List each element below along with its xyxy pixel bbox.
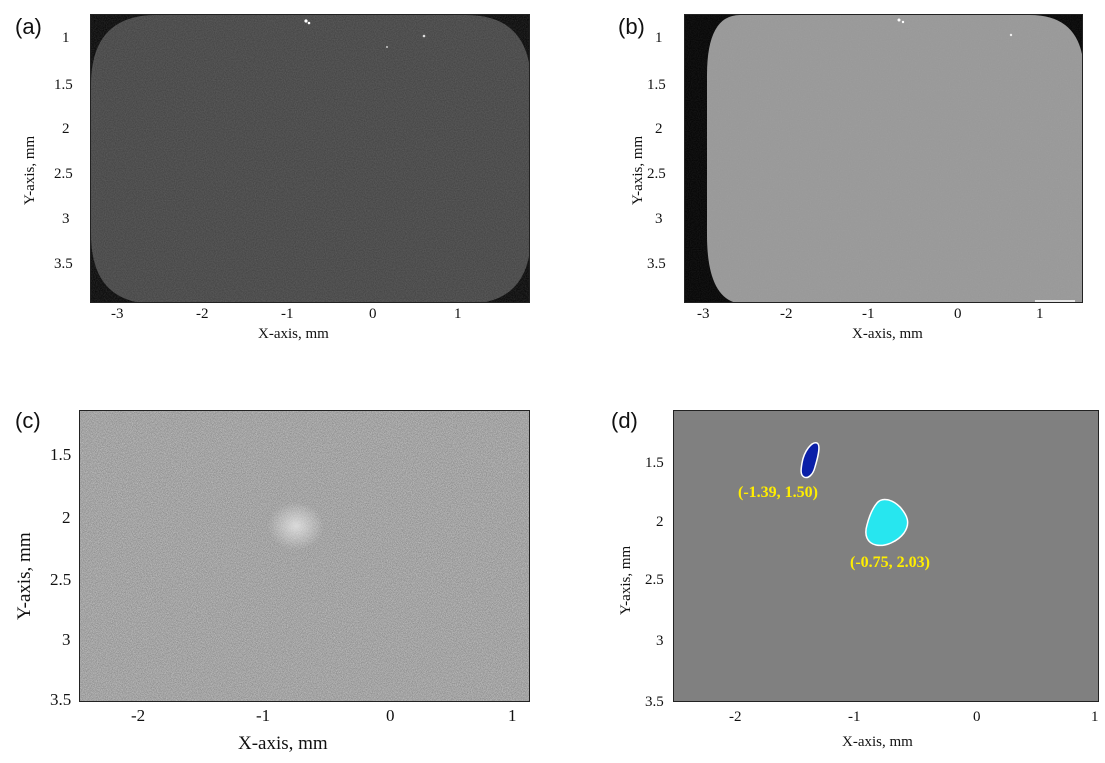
d-ytick: 3	[656, 633, 664, 649]
d-xtick: 0	[973, 709, 981, 725]
blob1-marker	[800, 442, 820, 479]
c-ytick: 3.5	[50, 690, 72, 709]
a-ytick: 1	[62, 30, 70, 46]
a-xtick: -2	[196, 306, 209, 322]
panel-a-heatmap	[91, 15, 529, 302]
b-ytick: 1	[655, 30, 663, 46]
b-xtick: 1	[1036, 306, 1044, 322]
d-xtick: -2	[729, 709, 742, 725]
panel-d-image	[673, 410, 1099, 702]
b-ylabel: Y-axis, mm	[630, 135, 646, 205]
b-ytick: 1.5	[647, 77, 666, 93]
a-xtick: -1	[281, 306, 294, 322]
c-xtick: -2	[131, 706, 146, 725]
d-ytick: 2	[656, 514, 664, 530]
blob2-marker	[865, 498, 909, 547]
c-ytick: 3	[62, 630, 71, 649]
panel-a-image	[90, 14, 530, 303]
d-xtick: 1	[1091, 709, 1099, 725]
c-ylabel: Y-axis, mm	[14, 532, 35, 620]
d-xlabel: X-axis, mm	[842, 734, 913, 750]
a-xtick: 0	[369, 306, 377, 322]
b-ytick: 3	[655, 211, 663, 227]
panel-d-overlay	[800, 442, 909, 547]
d-ytick: 1.5	[645, 455, 664, 471]
panel-c-heatmap	[80, 411, 529, 701]
c-ytick: 2	[62, 508, 71, 527]
a-ytick: 2.5	[54, 166, 73, 182]
c-ytick: 1.5	[50, 445, 72, 464]
panel-c-label: (c)	[15, 408, 41, 433]
c-xtick: -1	[256, 706, 271, 725]
b-xtick: -3	[697, 306, 710, 322]
a-ytick: 3	[62, 211, 70, 227]
blob2-label: (-0.75, 2.03)	[850, 554, 930, 571]
d-ylabel: Y-axis, mm	[618, 545, 634, 615]
a-ytick: 1.5	[54, 77, 73, 93]
a-ytick: 3.5	[54, 256, 73, 272]
a-xlabel: X-axis, mm	[258, 326, 329, 342]
b-ytick: 2	[655, 121, 663, 137]
panel-b-label: (b)	[618, 14, 645, 39]
c-ytick: 2.5	[50, 570, 72, 589]
panel-d-label: (d)	[611, 408, 638, 433]
b-xlabel: X-axis, mm	[852, 326, 923, 342]
b-xtick: -2	[780, 306, 793, 322]
a-ytick: 2	[62, 121, 70, 137]
c-xtick: 1	[508, 706, 517, 725]
d-ytick: 3.5	[645, 694, 664, 710]
c-xtick: 0	[386, 706, 395, 725]
panel-c-image	[79, 410, 530, 702]
panel-a-label: (a)	[15, 14, 42, 39]
blob1-label: (-1.39, 1.50)	[738, 484, 818, 501]
b-xtick: -1	[862, 306, 875, 322]
panel-b-image	[684, 14, 1083, 303]
d-ytick: 2.5	[645, 572, 664, 588]
d-xtick: -1	[848, 709, 861, 725]
b-ytick: 2.5	[647, 166, 666, 182]
a-xtick: 1	[454, 306, 462, 322]
a-xtick: -3	[111, 306, 124, 322]
b-xtick: 0	[954, 306, 962, 322]
b-ytick: 3.5	[647, 256, 666, 272]
c-xlabel: X-axis, mm	[238, 733, 328, 754]
panel-b-heatmap	[685, 15, 1082, 302]
a-ylabel: Y-axis, mm	[22, 135, 38, 205]
